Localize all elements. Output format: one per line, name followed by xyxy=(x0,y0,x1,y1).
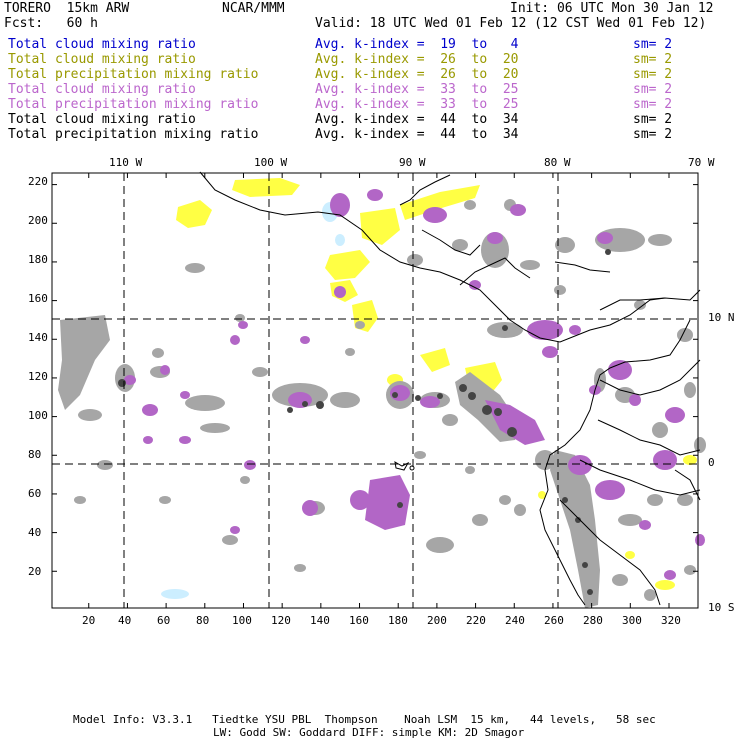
x-tick-label: 260 xyxy=(544,614,564,627)
physics-info: LW: Godd SW: Goddard DIFF: simple KM: 2D… xyxy=(213,726,525,739)
lon-label: 100 W xyxy=(254,156,288,169)
x-tick-label: 40 xyxy=(118,614,132,627)
x-tick-label: 120 xyxy=(271,614,291,627)
legend-avg: Avg. k-index = 44 to 34 xyxy=(315,127,519,142)
tick-marks xyxy=(52,173,698,608)
x-tick-label: 100 xyxy=(232,614,252,627)
legend-avg: Avg. k-index = 44 to 34 xyxy=(315,112,519,127)
lon-label: 90 W xyxy=(399,156,426,169)
y-tick-label: 100 xyxy=(28,409,48,422)
lon-label: 80 W xyxy=(544,156,571,169)
x-tick-label: 80 xyxy=(196,614,210,627)
x-tick-label: 240 xyxy=(505,614,525,627)
y-tick-label: 60 xyxy=(28,487,42,500)
y-tick-label: 80 xyxy=(28,448,42,461)
legend-avg: Avg. k-index = 33 to 25 xyxy=(315,82,519,97)
lon-label: 110 W xyxy=(109,156,143,169)
model-title: TORERO 15km ARW xyxy=(4,1,130,16)
x-tick-label: 160 xyxy=(349,614,369,627)
legend-avg: Avg. k-index = 26 to 20 xyxy=(315,67,519,82)
y-tick-label: 20 xyxy=(28,565,42,578)
x-tick-label: 180 xyxy=(388,614,408,627)
init-time: Init: 06 UTC Mon 30 Jan 12 xyxy=(510,1,714,16)
dark-cloud-cores xyxy=(118,249,611,595)
x-tick-label: 200 xyxy=(427,614,447,627)
y-tick-label: 180 xyxy=(28,253,48,266)
legend-sm: sm= 2 xyxy=(633,127,673,142)
purple-cloud-areas xyxy=(124,189,705,580)
lat-lon-grid xyxy=(52,173,698,608)
legend-field: Total precipitation mixing ratio xyxy=(8,127,259,142)
org-label: NCAR/MMM xyxy=(222,1,285,16)
x-tick-label: 140 xyxy=(310,614,330,627)
x-tick-label: 320 xyxy=(661,614,681,627)
y-tick-label: 220 xyxy=(28,175,48,188)
plot-frame xyxy=(51,172,699,609)
y-tick-label: 160 xyxy=(28,292,48,305)
y-tick-label: 120 xyxy=(28,370,48,383)
x-tick-label: 280 xyxy=(583,614,603,627)
legend-field: Total cloud mixing ratio xyxy=(8,82,196,97)
model-info: Model Info: V3.3.1 Tiedtke YSU PBL Thomp… xyxy=(73,713,656,726)
legend-field: Total cloud mixing ratio xyxy=(8,52,196,67)
x-tick-label: 20 xyxy=(82,614,96,627)
legend-sm: sm= 2 xyxy=(633,112,673,127)
legend-field: Total precipitation mixing ratio xyxy=(8,97,259,112)
valid-time: Valid: 18 UTC Wed 01 Feb 12 (12 CST Wed … xyxy=(315,16,707,31)
lat-label: 0 xyxy=(708,456,715,469)
hydrometeor-fields xyxy=(58,178,706,608)
y-tick-label: 200 xyxy=(28,214,48,227)
legend-field: Total precipitation mixing ratio xyxy=(8,67,259,82)
legend-sm: sm= 2 xyxy=(633,97,673,112)
legend-sm: sm= 2 xyxy=(633,37,673,52)
legend-field: Total cloud mixing ratio xyxy=(8,112,196,127)
legend-sm: sm= 2 xyxy=(633,67,673,82)
legend-avg: Avg. k-index = 26 to 20 xyxy=(315,52,519,67)
lon-label: 70 W xyxy=(688,156,715,169)
legend-sm: sm= 2 xyxy=(633,82,673,97)
legend-avg: Avg. k-index = 33 to 25 xyxy=(315,97,519,112)
yellow-areas xyxy=(176,178,697,590)
x-tick-label: 60 xyxy=(157,614,171,627)
legend-sm: sm= 2 xyxy=(633,52,673,67)
legend-avg: Avg. k-index = 19 to 4 xyxy=(315,37,519,52)
legend-field: Total cloud mixing ratio xyxy=(8,37,196,52)
lat-label: 10 S xyxy=(708,601,735,614)
x-tick-label: 220 xyxy=(466,614,486,627)
forecast-hour: Fcst: 60 h xyxy=(4,16,98,31)
x-tick-label: 300 xyxy=(622,614,642,627)
y-tick-label: 140 xyxy=(28,331,48,344)
y-tick-label: 40 xyxy=(28,526,42,539)
lat-label: 10 N xyxy=(708,311,735,324)
